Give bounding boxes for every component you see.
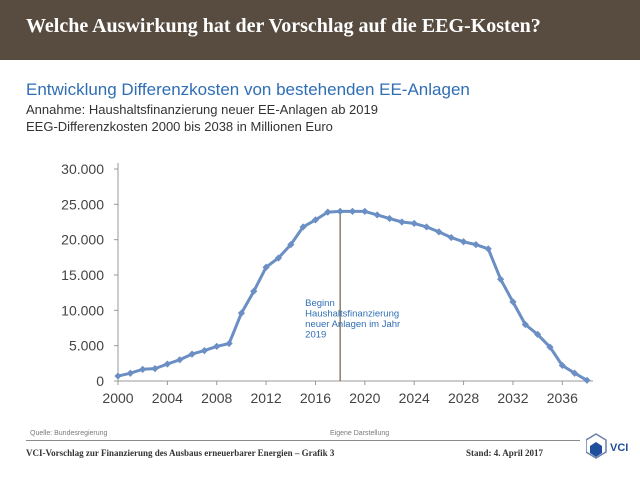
x-tick-label: 2016 bbox=[300, 390, 331, 406]
data-point bbox=[139, 365, 147, 373]
x-axis: 2000 2004 2008 2012 2016 2020 2024 2028 2032 2036 bbox=[102, 380, 593, 406]
data-point bbox=[546, 343, 554, 351]
data-point bbox=[237, 309, 246, 317]
subtitle-units: EEG-Differenzkosten 2000 bis 2038 in Mil… bbox=[26, 119, 333, 134]
data-point bbox=[410, 219, 418, 228]
data-point bbox=[571, 369, 579, 377]
data-point bbox=[398, 218, 406, 226]
data-point bbox=[348, 207, 357, 215]
data-point bbox=[558, 361, 566, 370]
data-point bbox=[114, 372, 122, 380]
data-point bbox=[422, 223, 431, 231]
logo-text: VCI bbox=[610, 442, 628, 454]
data-point bbox=[472, 241, 480, 249]
data-point bbox=[336, 207, 344, 215]
line-chart: 0 5.000 10.000 15.000 20.000 25.000 30.000 200… bbox=[61, 161, 593, 406]
x-tick-label: 2024 bbox=[399, 390, 430, 406]
y-tick-label: 5.000 bbox=[69, 338, 104, 354]
series-group bbox=[114, 207, 591, 384]
data-point bbox=[126, 369, 134, 377]
vci-logo: VCI bbox=[586, 433, 628, 459]
data-point bbox=[287, 241, 295, 249]
data-point bbox=[459, 238, 468, 246]
x-tick-label: 2032 bbox=[497, 390, 528, 406]
y-tick-label: 15.000 bbox=[61, 267, 104, 283]
data-point bbox=[200, 347, 208, 355]
x-tick-label: 2036 bbox=[547, 390, 578, 406]
data-point bbox=[361, 207, 369, 215]
footer-caption: VCI-Vorschlag zur Finanzierung des Ausba… bbox=[26, 448, 335, 458]
x-tick-label: 2028 bbox=[448, 390, 479, 406]
y-tick-label: 20.000 bbox=[61, 232, 104, 248]
source-note: Quelle: Bundesregierung bbox=[30, 430, 108, 437]
data-point bbox=[484, 245, 492, 253]
header-bar: Welche Auswirkung hat der Vorschlag auf … bbox=[0, 0, 640, 60]
y-tick-label: 30.000 bbox=[61, 161, 104, 177]
data-point bbox=[299, 223, 307, 231]
data-point bbox=[151, 365, 159, 373]
annotation-line: Beginn bbox=[305, 298, 335, 309]
footer-divider bbox=[26, 440, 580, 441]
data-point bbox=[385, 214, 394, 223]
y-axis: 0 5.000 10.000 15.000 20.000 25.000 30.000 bbox=[61, 161, 119, 389]
data-point bbox=[435, 228, 443, 236]
annotation-line: neuer Anlagen im Jahr bbox=[305, 319, 400, 330]
y-tick-label: 0 bbox=[96, 373, 104, 389]
data-point bbox=[447, 233, 455, 242]
x-tick-label: 2004 bbox=[152, 390, 183, 406]
data-point bbox=[311, 216, 320, 224]
footer-date: Stand: 4. April 2017 bbox=[466, 448, 544, 458]
y-tick-label: 10.000 bbox=[61, 302, 104, 318]
data-point bbox=[497, 275, 505, 283]
data-point bbox=[521, 320, 529, 329]
data-point bbox=[163, 360, 171, 368]
chart-title: Entwicklung Differenzkosten von bestehen… bbox=[26, 80, 470, 99]
data-point bbox=[188, 350, 196, 358]
annotation-line: Haushaltsfinanzierung bbox=[305, 309, 399, 320]
own-representation-note: Eigene Darstellung bbox=[330, 430, 390, 437]
data-point bbox=[274, 254, 283, 262]
data-point bbox=[176, 356, 184, 364]
annotation-line: 2019 bbox=[305, 330, 326, 341]
data-point bbox=[373, 211, 381, 219]
data-point bbox=[534, 330, 542, 338]
data-point bbox=[583, 376, 591, 384]
data-point bbox=[324, 208, 332, 216]
data-point bbox=[509, 298, 517, 306]
data-point bbox=[213, 342, 221, 350]
x-tick-label: 2012 bbox=[251, 390, 282, 406]
data-point bbox=[262, 263, 270, 271]
data-point bbox=[225, 339, 233, 348]
x-tick-label: 2020 bbox=[349, 390, 380, 406]
subtitle-assumption: Annahme: Haushaltsfinanzierung neuer EE-… bbox=[26, 102, 378, 117]
x-tick-label: 2000 bbox=[102, 390, 133, 406]
x-tick-label: 2008 bbox=[201, 390, 232, 406]
data-point bbox=[250, 287, 258, 295]
y-tick-label: 25.000 bbox=[61, 196, 104, 212]
page-title: Welche Auswirkung hat der Vorschlag auf … bbox=[26, 15, 541, 37]
series-line bbox=[117, 209, 588, 382]
